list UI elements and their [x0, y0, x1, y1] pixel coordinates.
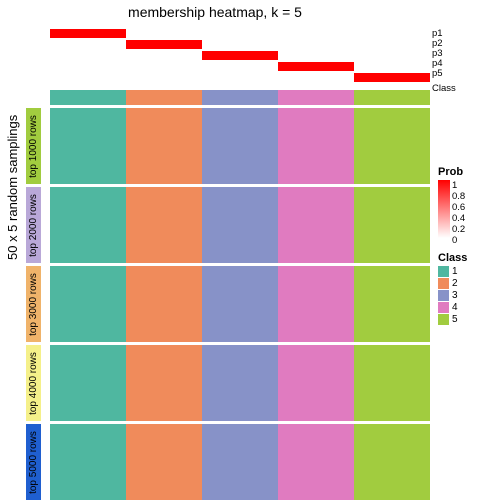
- p-step-bar: [354, 73, 430, 82]
- legend-class-swatch: [438, 278, 449, 289]
- legend-class-label: 1: [452, 266, 458, 277]
- p-step-bar: [50, 29, 126, 38]
- legend-prob-title: Prob: [438, 166, 463, 178]
- legend-class-swatch: [438, 290, 449, 301]
- row-label-text: top 5000 rows: [28, 431, 39, 494]
- heat-cell: [50, 108, 126, 184]
- heat-cell: [202, 187, 278, 263]
- prob-tick: 0.8: [452, 191, 465, 202]
- heat-cell: [50, 345, 126, 421]
- p-step-bar: [278, 62, 354, 71]
- heatmap-body: [50, 108, 430, 503]
- heat-cell: [126, 424, 202, 500]
- heat-cell: [278, 266, 354, 342]
- heat-cell: [354, 108, 430, 184]
- y-axis-label: 50 x 5 random samplings: [5, 115, 20, 260]
- class-strip-cell: [50, 90, 126, 105]
- heat-cell: [354, 345, 430, 421]
- heat-cell: [278, 187, 354, 263]
- heat-cell: [278, 345, 354, 421]
- heat-row: [50, 424, 430, 500]
- class-strip-cell: [354, 90, 430, 105]
- chart-title: membership heatmap, k = 5: [0, 4, 430, 20]
- row-label-box: top 3000 rows: [26, 266, 41, 342]
- legend-class-row: 1: [438, 266, 467, 277]
- heat-row: [50, 345, 430, 421]
- heat-cell: [278, 424, 354, 500]
- prob-tick: 0.4: [452, 213, 465, 224]
- class-strip-cell: [202, 90, 278, 105]
- heat-cell: [126, 187, 202, 263]
- heat-cell: [354, 266, 430, 342]
- heat-cell: [50, 187, 126, 263]
- class-strip-cell: [126, 90, 202, 105]
- heat-cell: [126, 345, 202, 421]
- heat-cell: [202, 424, 278, 500]
- p-label: p5: [432, 69, 456, 79]
- prob-tick: 1: [452, 180, 465, 191]
- heat-row: [50, 266, 430, 342]
- prob-tick: 0.6: [452, 202, 465, 213]
- row-label-column: top 1000 rows top 2000 rows top 3000 rows t…: [26, 108, 42, 503]
- heat-cell: [50, 266, 126, 342]
- heat-cell: [126, 108, 202, 184]
- legend-prob: Prob 10.80.60.40.20: [438, 166, 463, 240]
- legend-class-label: 4: [452, 302, 458, 313]
- legend-class-items: 12345: [438, 266, 467, 325]
- heat-cell: [202, 108, 278, 184]
- row-label-text: top 1000 rows: [28, 115, 39, 178]
- row-label-box: top 2000 rows: [26, 187, 41, 263]
- legend-class-swatch: [438, 314, 449, 325]
- row-label-box: top 1000 rows: [26, 108, 41, 184]
- heat-row: [50, 187, 430, 263]
- legend-class-label: 2: [452, 278, 458, 289]
- heat-cell: [278, 108, 354, 184]
- legend-class: Class 12345: [438, 252, 467, 326]
- legend-class-swatch: [438, 302, 449, 313]
- heat-cell: [202, 266, 278, 342]
- class-strip-label: Class: [432, 84, 456, 94]
- heat-cell: [354, 424, 430, 500]
- legend-class-row: 5: [438, 314, 467, 325]
- class-color-strip: [50, 90, 430, 105]
- p-step-bar: [202, 51, 278, 60]
- class-strip-cell: [278, 90, 354, 105]
- row-label-text: top 4000 rows: [28, 352, 39, 415]
- row-label-box: top 5000 rows: [26, 424, 41, 500]
- legend-class-label: 5: [452, 314, 458, 325]
- p-band-region: [50, 22, 430, 88]
- prob-tick: 0.2: [452, 224, 465, 235]
- heat-cell: [202, 345, 278, 421]
- row-label-box: top 4000 rows: [26, 345, 41, 421]
- legend-class-row: 3: [438, 290, 467, 301]
- heat-cell: [50, 424, 126, 500]
- legend-class-row: 4: [438, 302, 467, 313]
- heat-cell: [126, 266, 202, 342]
- p-band-labels: p1p2p3p4p5Class: [432, 29, 456, 94]
- row-label-text: top 3000 rows: [28, 273, 39, 336]
- legend-class-label: 3: [452, 290, 458, 301]
- prob-ticks: 10.80.60.40.20: [452, 180, 465, 246]
- legend-class-title: Class: [438, 252, 467, 264]
- legend-class-row: 2: [438, 278, 467, 289]
- p-step-bar: [126, 40, 202, 49]
- legend-class-swatch: [438, 266, 449, 277]
- heat-row: [50, 108, 430, 184]
- heat-cell: [354, 187, 430, 263]
- row-label-text: top 2000 rows: [28, 194, 39, 257]
- prob-tick: 0: [452, 235, 465, 246]
- prob-gradient: [438, 180, 450, 238]
